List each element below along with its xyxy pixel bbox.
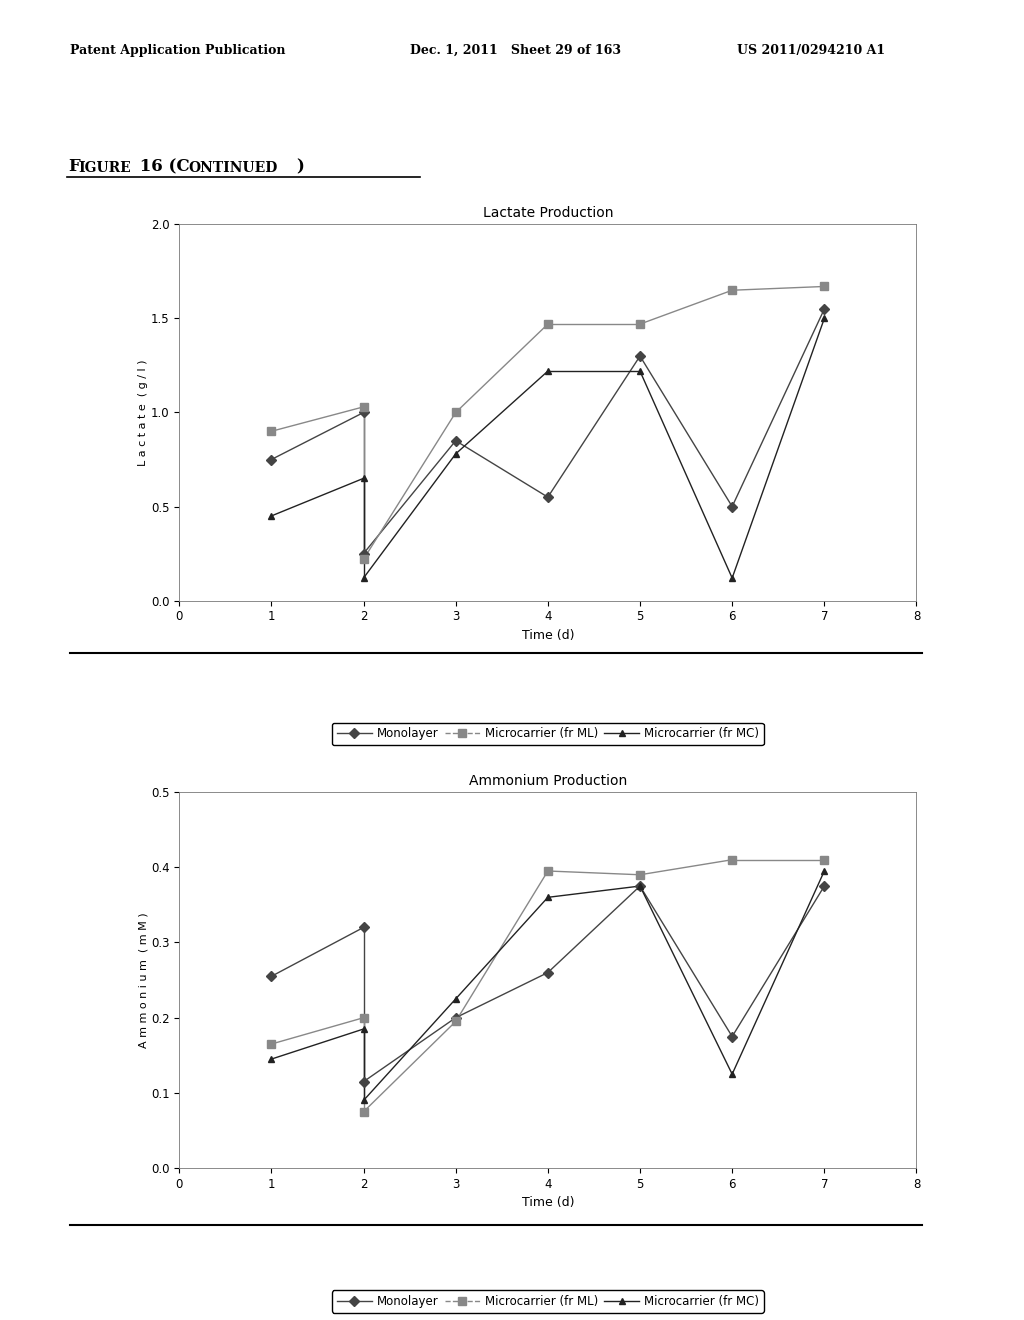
Text: 16 (C: 16 (C — [134, 158, 189, 176]
Y-axis label: A m m o n i u m  ( m M ): A m m o n i u m ( m M ) — [138, 912, 148, 1048]
X-axis label: Time (d): Time (d) — [521, 628, 574, 642]
Title: Lactate Production: Lactate Production — [482, 206, 613, 220]
Text: Dec. 1, 2011   Sheet 29 of 163: Dec. 1, 2011 Sheet 29 of 163 — [410, 44, 621, 57]
Text: US 2011/0294210 A1: US 2011/0294210 A1 — [737, 44, 886, 57]
Text: IGURE: IGURE — [78, 161, 131, 176]
Title: Ammonium Production: Ammonium Production — [469, 774, 627, 788]
Y-axis label: L a c t a t e  ( g / l ): L a c t a t e ( g / l ) — [138, 359, 148, 466]
Legend: Monolayer, Microcarrier (fr ML), Microcarrier (fr MC): Monolayer, Microcarrier (fr ML), Microca… — [332, 723, 764, 746]
Text: Patent Application Publication: Patent Application Publication — [70, 44, 285, 57]
Legend: Monolayer, Microcarrier (fr ML), Microcarrier (fr MC): Monolayer, Microcarrier (fr ML), Microca… — [332, 1291, 764, 1313]
Text: ONTINUED: ONTINUED — [188, 161, 278, 176]
Text: F: F — [68, 158, 80, 176]
X-axis label: Time (d): Time (d) — [521, 1196, 574, 1209]
Text: ): ) — [296, 158, 304, 176]
